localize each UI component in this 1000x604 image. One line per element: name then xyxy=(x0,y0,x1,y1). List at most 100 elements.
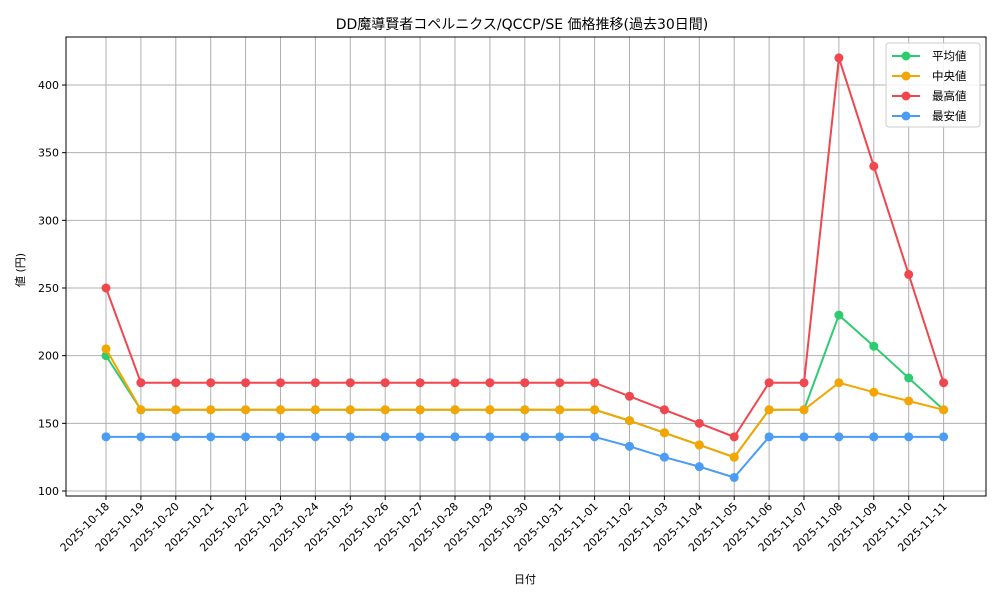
legend-marker-icon xyxy=(901,71,911,81)
series-3 xyxy=(101,432,949,482)
data-point-marker xyxy=(276,378,285,388)
data-point-marker xyxy=(206,432,216,442)
y-tick-label: 300 xyxy=(38,214,59,227)
data-point-marker xyxy=(136,432,146,442)
data-point-marker xyxy=(520,405,530,415)
y-tick-label: 400 xyxy=(38,79,59,92)
legend-item: 最安値 xyxy=(892,109,967,123)
legend-item: 中央値 xyxy=(892,69,967,83)
data-point-marker xyxy=(590,405,600,415)
data-point-marker xyxy=(276,405,285,415)
data-point-marker xyxy=(625,441,634,451)
plot-frame xyxy=(65,36,987,497)
x-axis-ticks: 2025-10-182025-10-192025-10-202025-10-21… xyxy=(58,496,950,554)
data-point-marker xyxy=(345,378,355,388)
y-tick-label: 200 xyxy=(38,350,59,363)
series-2 xyxy=(101,53,949,442)
data-point-marker xyxy=(729,452,739,462)
x-axis-label: 日付 xyxy=(514,573,536,586)
data-point-marker xyxy=(869,432,879,442)
y-axis-ticks: 100 150 200 250 300 350 400 xyxy=(38,79,66,498)
data-point-marker xyxy=(834,378,844,388)
legend-label: 平均値 xyxy=(932,49,967,63)
data-point-marker xyxy=(206,378,216,388)
data-point-marker xyxy=(590,432,600,442)
data-point-marker xyxy=(101,432,111,442)
data-point-marker xyxy=(659,405,669,415)
legend-marker-icon xyxy=(901,91,911,101)
series-1 xyxy=(101,344,949,462)
y-tick-label: 150 xyxy=(38,417,59,430)
data-point-marker xyxy=(380,405,390,415)
data-point-marker xyxy=(694,418,704,428)
data-point-marker xyxy=(415,405,425,415)
data-point-marker xyxy=(241,378,251,388)
data-point-marker xyxy=(764,432,774,442)
data-point-marker xyxy=(450,405,460,415)
legend-marker-icon xyxy=(901,51,911,61)
data-point-marker xyxy=(729,472,739,482)
data-point-marker xyxy=(136,405,146,415)
data-point-marker xyxy=(450,432,460,442)
data-point-marker xyxy=(555,378,565,388)
data-point-marker xyxy=(729,432,739,442)
data-point-marker xyxy=(904,396,914,406)
data-point-marker xyxy=(799,378,809,388)
data-point-marker xyxy=(834,432,844,442)
data-point-marker xyxy=(345,432,355,442)
y-tick-label: 350 xyxy=(38,147,59,160)
data-point-marker xyxy=(310,378,320,388)
data-point-marker xyxy=(380,432,390,442)
data-point-marker xyxy=(659,428,669,438)
data-point-marker xyxy=(241,432,251,442)
data-point-marker xyxy=(206,405,216,415)
data-point-marker xyxy=(171,432,181,442)
data-point-marker xyxy=(450,378,460,388)
data-point-marker xyxy=(101,344,111,354)
legend-label: 最高値 xyxy=(932,89,967,103)
data-point-marker xyxy=(904,432,914,442)
data-point-marker xyxy=(939,432,949,442)
data-point-marker xyxy=(625,391,634,401)
legend-label: 中央値 xyxy=(932,69,967,83)
legend-item: 最高値 xyxy=(892,89,967,103)
data-point-marker xyxy=(625,416,634,426)
data-point-marker xyxy=(345,405,355,415)
legend-box xyxy=(885,42,981,128)
y-tick-label: 250 xyxy=(38,282,59,295)
data-point-marker xyxy=(171,378,181,388)
data-point-marker xyxy=(694,440,704,450)
data-point-marker xyxy=(171,405,181,415)
data-point-marker xyxy=(799,405,809,415)
data-point-marker xyxy=(590,378,600,388)
legend-label: 最安値 xyxy=(932,109,967,123)
data-point-marker xyxy=(904,269,914,279)
data-series xyxy=(101,53,949,482)
legend-item: 平均値 xyxy=(892,49,967,63)
y-tick-label: 100 xyxy=(38,485,59,498)
data-point-marker xyxy=(834,53,844,63)
data-point-marker xyxy=(485,432,495,442)
data-point-marker xyxy=(241,405,251,415)
data-point-marker xyxy=(485,378,495,388)
data-point-marker xyxy=(869,341,879,351)
data-point-marker xyxy=(939,378,949,388)
data-point-marker xyxy=(136,378,146,388)
data-point-marker xyxy=(555,405,565,415)
data-point-marker xyxy=(555,432,565,442)
data-point-marker xyxy=(799,432,809,442)
chart-title: DD魔導賢者コペルニクス/QCCP/SE 価格推移(過去30日間) xyxy=(336,17,709,33)
data-point-marker xyxy=(520,432,530,442)
data-point-marker xyxy=(694,462,704,472)
data-point-marker xyxy=(415,432,425,442)
data-point-marker xyxy=(310,432,320,442)
legend-marker-icon xyxy=(901,111,911,121)
data-point-marker xyxy=(939,405,949,415)
data-point-marker xyxy=(834,310,844,320)
data-point-marker xyxy=(764,405,774,415)
data-point-marker xyxy=(310,405,320,415)
data-point-marker xyxy=(485,405,495,415)
